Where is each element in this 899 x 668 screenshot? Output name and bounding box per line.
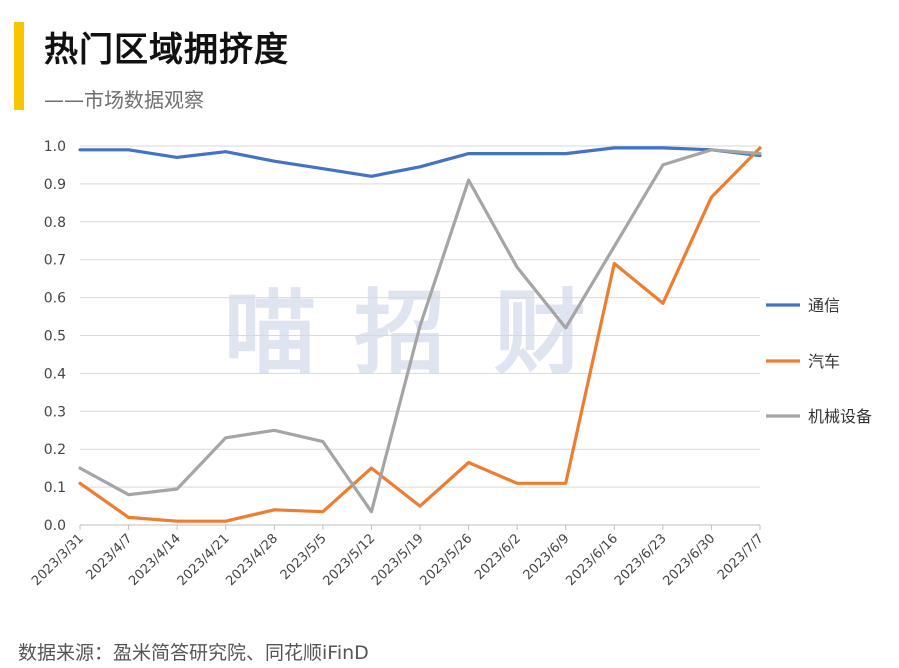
x-axis: 2023/3/312023/4/72023/4/142023/4/212023/… — [29, 525, 767, 589]
x-tick-label: 2023/6/9 — [521, 531, 573, 583]
watermark-char: 招 — [354, 280, 446, 387]
y-tick-label: 0.4 — [44, 366, 66, 382]
page-title: 热门区域拥挤度 — [44, 30, 289, 70]
y-tick-label: 0.6 — [44, 291, 66, 307]
x-tick-label: 2023/6/2 — [472, 531, 524, 583]
legend-label: 汽车 — [808, 352, 840, 371]
series-line — [78, 146, 762, 178]
y-tick-label: 1.0 — [44, 139, 66, 155]
y-tick-label: 0.8 — [44, 215, 66, 231]
watermark: 喵招财 — [224, 280, 586, 387]
x-tick-label: 2023/6/23 — [612, 531, 670, 589]
page-subtitle: ——市场数据观察 — [44, 88, 204, 112]
x-tick-label: 2023/4/14 — [126, 531, 184, 589]
x-tick-label: 2023/6/16 — [563, 531, 621, 589]
chart-grid — [80, 145, 760, 526]
x-tick-label: 2023/6/30 — [661, 531, 719, 589]
x-tick-label: 2023/7/7 — [715, 531, 767, 583]
legend-label: 机械设备 — [808, 407, 872, 426]
y-axis: 0.0 0.1 0.2 0.3 0.4 0.5 0.6 0.7 0.8 0.9 1.0 — [44, 139, 66, 534]
series-line — [78, 148, 762, 514]
x-tick-label: 2023/5/5 — [278, 531, 330, 583]
y-tick-label: 0.2 — [44, 442, 66, 458]
x-tick-label: 2023/4/7 — [84, 531, 136, 583]
y-tick-label: 0.9 — [44, 177, 66, 193]
y-tick-label: 0.1 — [44, 480, 66, 496]
title-accent-bar — [14, 22, 24, 110]
chart-series — [78, 146, 762, 523]
y-tick-label: 0.3 — [44, 404, 66, 420]
line-chart: 喵招财 0.0 0.1 0.2 0.3 0.4 0.5 0.6 0.7 0.8 0.9 1.0 20… — [29, 139, 872, 589]
y-tick-label: 0.7 — [44, 253, 66, 269]
x-tick-label: 2023/4/28 — [223, 531, 281, 589]
series-line — [78, 146, 762, 523]
y-tick-label: 0.5 — [44, 329, 66, 345]
x-tick-label: 2023/4/21 — [175, 531, 233, 589]
y-tick-label: 0.0 — [44, 518, 66, 534]
x-tick-label: 2023/5/26 — [418, 531, 476, 589]
x-tick-label: 2023/5/19 — [369, 531, 427, 589]
legend-label: 通信 — [808, 296, 840, 315]
x-tick-label: 2023/3/31 — [29, 531, 87, 589]
watermark-char: 喵 — [224, 280, 316, 387]
data-source-note: 数据来源：盈米简答研究院、同花顺iFinD — [18, 642, 369, 664]
x-tick-label: 2023/5/12 — [321, 531, 379, 589]
